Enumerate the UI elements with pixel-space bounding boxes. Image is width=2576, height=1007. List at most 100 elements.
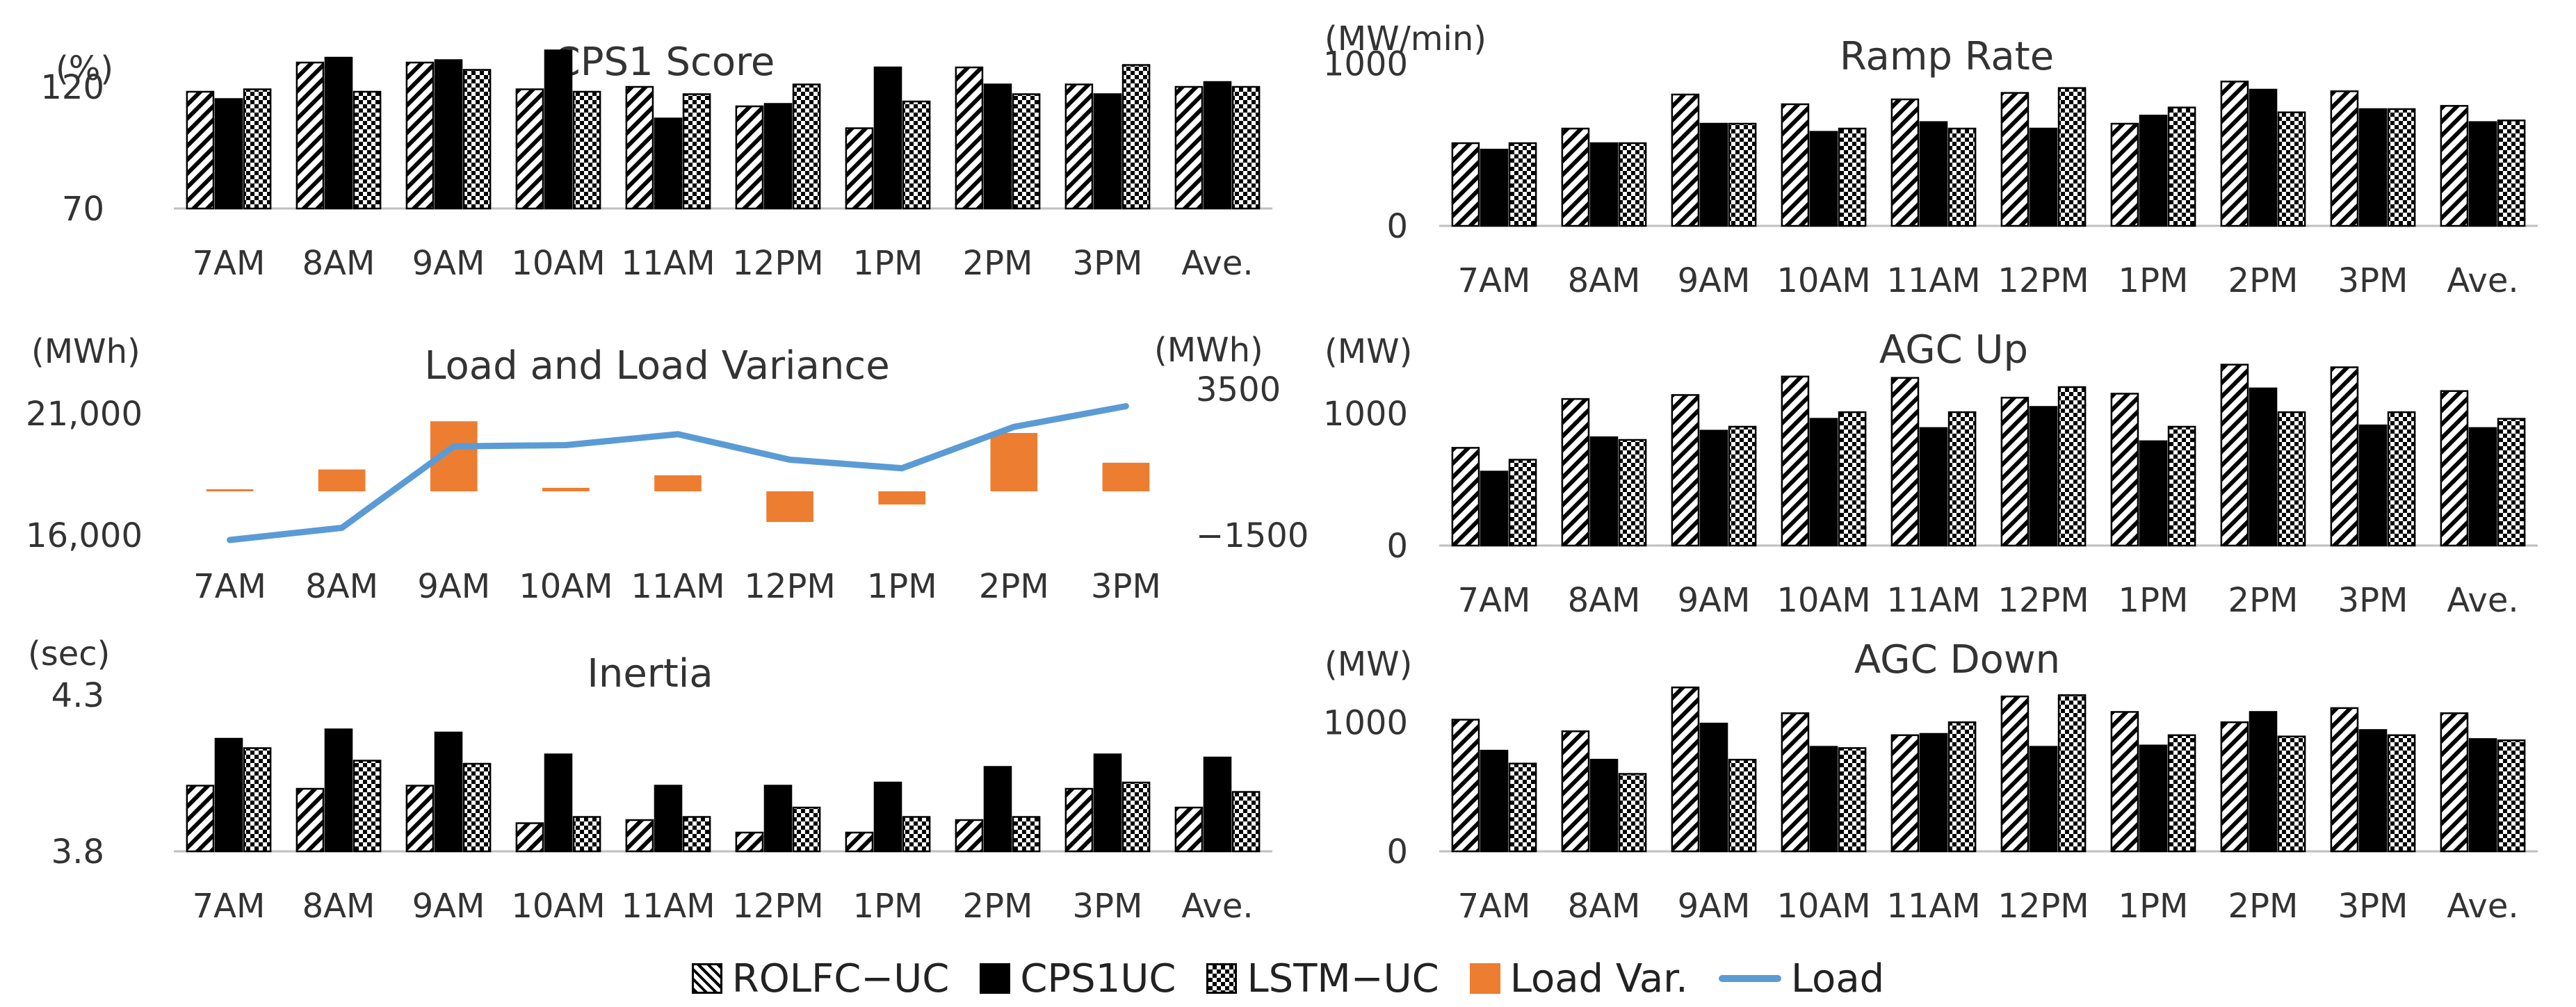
legend-swatch-loadvar: [1469, 963, 1500, 994]
inertia-bar-hatch: [186, 785, 215, 853]
cps1-bar-hatch: [295, 61, 325, 210]
inertia-title: Inertia: [587, 651, 713, 696]
chart-agcup: AGC Up (MW) 0 1000 7AM 8AM 9AM 10AM 11AM 12PM 1P…: [1323, 327, 2538, 620]
cps1-bar-hatch: [1064, 83, 1094, 210]
load-var-bar: [542, 487, 590, 491]
ramp-xtick: Ave.: [2447, 261, 2518, 300]
ramp-title: Ramp Rate: [1840, 34, 2054, 79]
agcdown-bar-check: [1838, 747, 1867, 853]
ramp-bar-check: [1728, 122, 1757, 227]
agcdown-xtick: 8AM: [1568, 887, 1641, 926]
inertia-xtick: 8AM: [302, 887, 375, 926]
load-ytick: 21,000: [26, 395, 143, 434]
cps1-bar-hatch: [1174, 85, 1204, 210]
agcup-ytick: 0: [1386, 527, 1408, 566]
cps1-bar-check: [902, 100, 931, 210]
agcdown-bar-hatch: [1671, 686, 1700, 853]
ramp-unit: (MW/min): [1325, 19, 1487, 58]
inertia-xtick: 3PM: [1073, 887, 1143, 926]
agcdown-bar-solid: [1480, 749, 1509, 853]
inertia-bar-solid: [873, 781, 902, 853]
agcdown-bar-solid: [2249, 711, 2278, 853]
agcdown-bar-check: [2387, 734, 2416, 853]
agcdown-bar-check: [2167, 734, 2196, 853]
load-xtick: 3PM: [1091, 567, 1161, 606]
cps1-bar-check: [572, 90, 601, 210]
ramp-bar-check: [2277, 111, 2306, 227]
chart-ramp: Ramp Rate (MW/min) 0 1000 7AM 8AM 9AM 10AM 11A…: [1323, 19, 2538, 300]
chart-agcdown: AGC Down (MW) 0 1000 7AM 8AM 9AM 10AM 11AM 12PM…: [1323, 637, 2538, 926]
ramp-bar-check: [2387, 108, 2416, 227]
inertia-xtick: 7AM: [193, 887, 266, 926]
agcdown-bar-solid: [1919, 732, 1948, 853]
inertia-bar-hatch: [625, 819, 654, 853]
cps1-bar-check: [243, 88, 272, 210]
inertia-bar-solid: [654, 785, 683, 853]
legend-swatch-rolfc: [691, 963, 722, 994]
ramp-xtick: 11AM: [1886, 261, 1980, 300]
agcup-bar-hatch: [1781, 375, 1810, 547]
cps1-bar-solid: [763, 103, 793, 210]
inertia-ytick: 3.8: [51, 833, 104, 871]
load-xtick: 12PM: [744, 567, 835, 606]
agcdown-bar-hatch: [1781, 712, 1810, 853]
agcdown-bar-hatch: [2110, 711, 2139, 853]
agcdown-bar-solid: [1809, 746, 1838, 853]
inertia-xtick: 2PM: [963, 887, 1033, 926]
cps1-bar-hatch: [515, 88, 544, 210]
legend-item-cps1uc: CPS1UC: [980, 956, 1176, 1001]
ramp-bar-hatch: [1451, 142, 1480, 227]
cps1-bar-solid: [873, 66, 902, 210]
inertia-bar-solid: [1203, 756, 1232, 853]
agcup-bar-check: [1728, 425, 1757, 547]
agcup-xtick: 10AM: [1776, 581, 1870, 620]
cps1-bar-hatch: [186, 90, 215, 210]
inertia-xtick: 10AM: [511, 887, 605, 926]
cps1-bar-solid: [1093, 93, 1122, 210]
agcup-bar-check: [1618, 439, 1647, 547]
legend: ROLFC−UC CPS1UC LSTM−UC Load Var. Load: [0, 951, 2576, 1006]
cps1-ytick: 70: [62, 190, 104, 229]
cps1-xtick: 11AM: [621, 244, 715, 283]
ramp-bar-hatch: [2220, 81, 2249, 227]
agcdown-bar-check: [2497, 739, 2526, 853]
load-xtick: 8AM: [305, 567, 378, 606]
inertia-bar-solid: [1093, 753, 1122, 853]
ramp-bar-solid: [1589, 142, 1619, 227]
agcup-bar-check: [2167, 425, 2196, 547]
cps1-bar-hatch: [955, 66, 984, 210]
legend-label-cps1uc: CPS1UC: [1020, 956, 1176, 1001]
cps1-bar-check: [462, 69, 492, 210]
cps1-bar-hatch: [625, 85, 654, 210]
agcup-xtick: 1PM: [2119, 581, 2189, 620]
cps1-bar-check: [1012, 93, 1041, 210]
agcdown-xtick: 10AM: [1776, 887, 1870, 926]
cps1-bar-check: [1231, 85, 1261, 210]
agcdown-bar-hatch: [2000, 695, 2030, 853]
ramp-xtick: 1PM: [2119, 261, 2189, 300]
cps1-bar-solid: [544, 49, 573, 210]
agcdown-unit: (MW): [1325, 645, 1412, 684]
load-var-bar: [766, 491, 813, 523]
agcup-bar-check: [1838, 411, 1867, 547]
ramp-xtick: 9AM: [1678, 261, 1751, 300]
ramp-bar-hatch: [1890, 98, 1920, 227]
inertia-bar-check: [902, 816, 931, 853]
load-xtick: 7AM: [193, 567, 266, 606]
ramp-bar-hatch: [2440, 105, 2469, 227]
ramp-bar-solid: [1919, 121, 1948, 227]
cps1-bar-solid: [654, 117, 683, 210]
ramp-bar-check: [2057, 87, 2087, 227]
load-var-bar: [318, 469, 366, 491]
agcup-bar-check: [2057, 386, 2087, 547]
agcdown-ytick: 0: [1386, 833, 1408, 871]
cps1-xtick: Ave.: [1181, 244, 1253, 283]
cps1-xtick: 3PM: [1073, 244, 1143, 283]
agcdown-bar-check: [1618, 773, 1647, 853]
agcdown-xtick: 12PM: [1998, 887, 2089, 926]
inertia-bar-check: [792, 806, 821, 853]
ramp-bar-hatch: [1671, 93, 1700, 227]
ramp-bar-solid: [2249, 88, 2278, 227]
load-y2tick: −1500: [1196, 516, 1309, 555]
agcdown-title: AGC Down: [1854, 637, 2060, 682]
